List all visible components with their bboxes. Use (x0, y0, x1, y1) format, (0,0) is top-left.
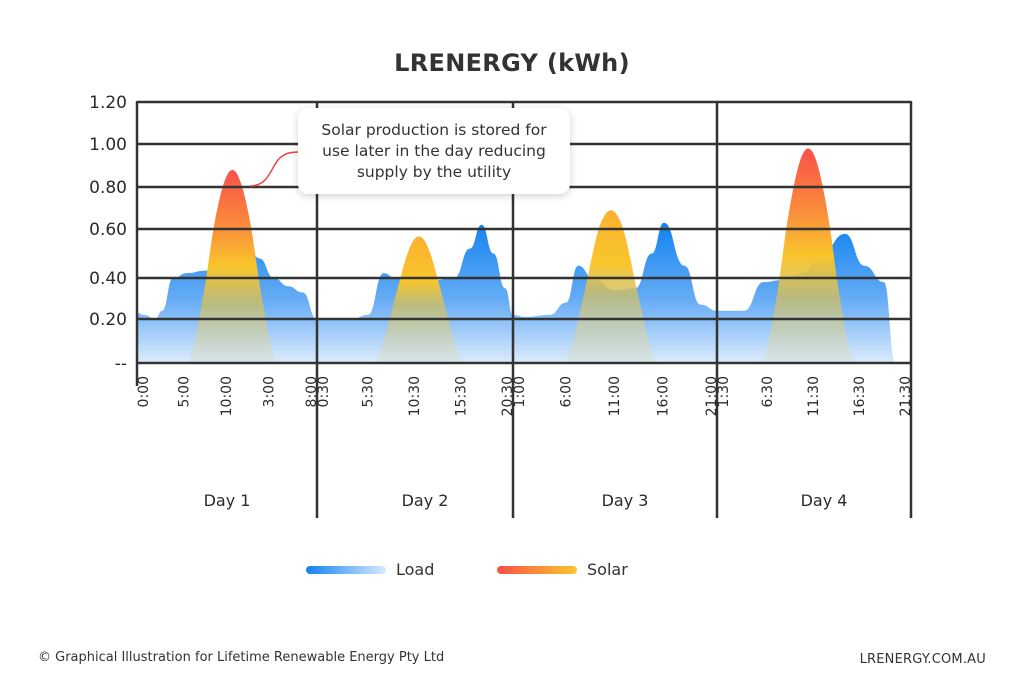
x-tick-label: 3:00 (262, 376, 278, 407)
day-label: Day 3 (602, 491, 649, 510)
day-label: Day 2 (402, 491, 449, 510)
x-tick-label: 1:00 (512, 376, 528, 407)
x-tick-label: 11:00 (607, 376, 623, 416)
chart-title: LRENERGY (kWh) (394, 49, 630, 77)
y-axis: 1.20 1.00 0.80 0.60 0.40 0.20 -- (89, 93, 127, 374)
solar-peak-day-2 (373, 236, 464, 363)
load-swatch (306, 565, 386, 574)
legend-label-solar: Solar (587, 560, 628, 579)
chart-area: 1.20 1.00 0.80 0.60 0.40 0.20 -- 0:00 5:00 10:00… (89, 93, 914, 518)
day-labels: Day 1 Day 2 Day 3 Day 4 (204, 491, 848, 510)
y-tick-label: 0.80 (89, 178, 127, 198)
x-tick-label: 5:30 (361, 376, 377, 407)
y-tick-label: 0.40 (89, 269, 127, 289)
solar-series (187, 148, 855, 363)
copyright-text: © Graphical Illustration for Lifetime Re… (38, 650, 445, 665)
x-tick-label: 11:30 (806, 376, 822, 416)
x-tick-label: 10:00 (219, 376, 235, 416)
x-tick-label: 21:30 (898, 376, 914, 416)
x-tick-label: 21:00 (704, 376, 720, 416)
load-series (137, 222, 896, 363)
x-tick-label: 6:00 (559, 376, 575, 407)
x-tick-label: 16:00 (656, 376, 672, 416)
day-label: Day 4 (801, 491, 848, 510)
solar-peak-day-3 (564, 210, 658, 363)
x-axis: 0:00 5:00 10:00 3:00 8:000:30 5:30 10:30 15:30 2… (136, 376, 914, 416)
solar-swatch (497, 565, 577, 574)
x-tick-label: 8:00 (304, 376, 320, 407)
legend-item-load[interactable]: Load (306, 560, 434, 579)
day-label: Day 1 (204, 491, 251, 510)
y-tick-label: 1.00 (89, 135, 127, 155)
legend: Load Solar (0, 560, 1024, 580)
y-tick-label: 0.60 (89, 220, 127, 240)
x-tick-label: 5:00 (177, 376, 193, 407)
legend-item-solar[interactable]: Solar (497, 560, 628, 579)
x-tick-label: 16:30 (852, 376, 868, 416)
y-tick-label: -- (115, 354, 127, 374)
y-tick-label: 1.20 (89, 93, 127, 113)
x-tick-label: 1:30 (716, 376, 732, 407)
solar-peak-day-1 (187, 169, 278, 363)
load-area (137, 222, 896, 363)
website-link[interactable]: LRENERGY.COM.AU (859, 652, 986, 667)
annotation-callout: Solar production is stored for use later… (298, 108, 570, 194)
solar-peak-day-4 (761, 148, 855, 363)
x-tick-label: 10:30 (407, 376, 423, 416)
y-tick-label: 0.20 (89, 310, 127, 330)
x-tick-label: 6:30 (760, 376, 776, 407)
callout-connector (249, 151, 301, 187)
legend-label-load: Load (396, 560, 435, 579)
x-tick-label: 0:00 (136, 376, 152, 407)
x-tick-label: 20:30 (500, 376, 516, 416)
x-tick-label: 15:30 (454, 376, 470, 416)
x-tick-label: 0:30 (316, 376, 332, 407)
